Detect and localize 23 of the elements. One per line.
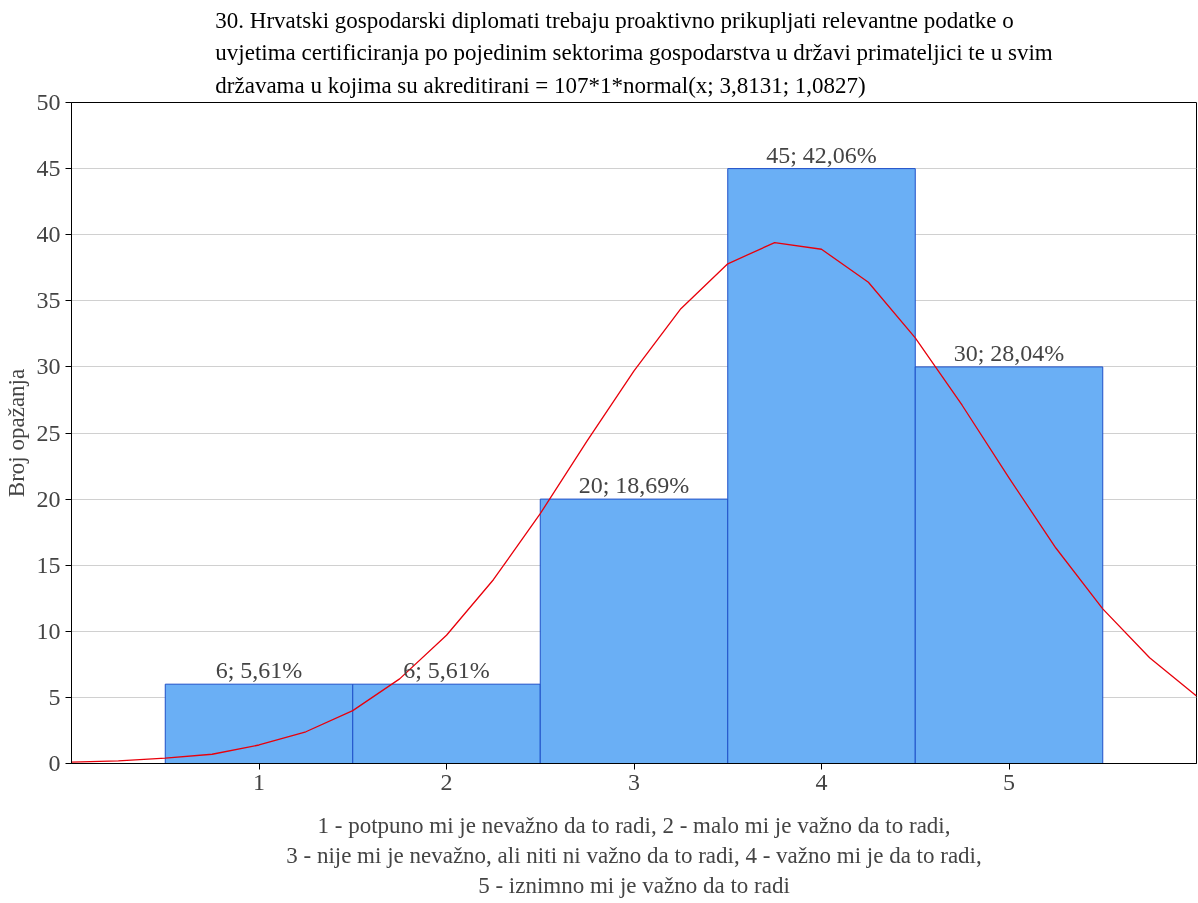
data-label: 30; 28,04%	[953, 339, 1065, 366]
x-tick-label: 2	[440, 768, 453, 795]
y-tick-label: 0	[48, 750, 61, 776]
y-tick-label: 20	[36, 485, 61, 512]
data-label: 20; 18,69%	[578, 472, 690, 499]
y-tick-label: 15	[36, 551, 61, 578]
y-tick-label: 40	[36, 221, 61, 248]
x-tick-label: 3	[628, 768, 640, 795]
x-axis-title: 1 - potpuno mi je nevažno da to radi, 2 - malo mi je važno da to radi, 3 - nije mi je nevažno, ali niti ni važno da to radi, 4 - važno mi je da to radi, 5 - iznimno mi je važno da to radi	[286, 812, 982, 898]
y-tick-label: 25	[36, 419, 61, 446]
x-tick-label: 1	[253, 768, 265, 795]
y-tick-label: 10	[36, 617, 61, 644]
y-axis-title: Broj opažanja	[3, 368, 29, 498]
x-tick-label: 5	[1003, 768, 1015, 795]
y-tick-label: 5	[48, 683, 61, 710]
y-tick-label: 35	[36, 287, 61, 314]
chart-title: 30. Hrvatski gospodarski diplomati trebaju proaktivno prikupljati relevantne podatke o uvjetima certificiranja po pojedinim sektorima gospodarstva u državi primateljici te u svim državama u kojima su akreditirani = 107*1*normal(x; 3,8131; 1,0827)	[215, 7, 1053, 98]
data-label: 6; 5,61%	[215, 657, 303, 684]
data-label: 45; 42,06%	[766, 141, 877, 168]
y-tick-label: 50	[36, 89, 61, 115]
y-tick-label: 30	[36, 353, 61, 380]
y-tick-label: 45	[36, 155, 61, 182]
x-tick-label: 4	[815, 768, 828, 795]
